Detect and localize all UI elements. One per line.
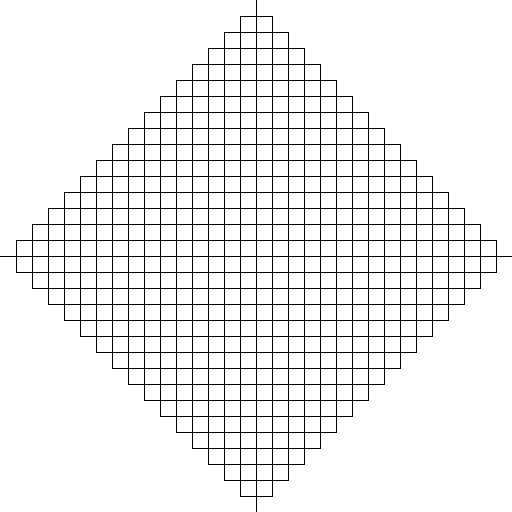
grid-cell — [336, 400, 353, 417]
grid-cell — [464, 272, 481, 289]
grid-cell — [272, 464, 289, 481]
grid-cell — [288, 448, 305, 465]
grid-cell — [448, 288, 465, 305]
grid-cell — [352, 384, 369, 401]
grid-cell — [304, 432, 321, 449]
grid-cell — [368, 368, 385, 385]
grid-cell — [416, 320, 433, 337]
grid-cell — [384, 352, 401, 369]
grid-cell — [400, 336, 417, 353]
grid-cell — [432, 304, 449, 321]
grid-cell — [320, 416, 337, 433]
